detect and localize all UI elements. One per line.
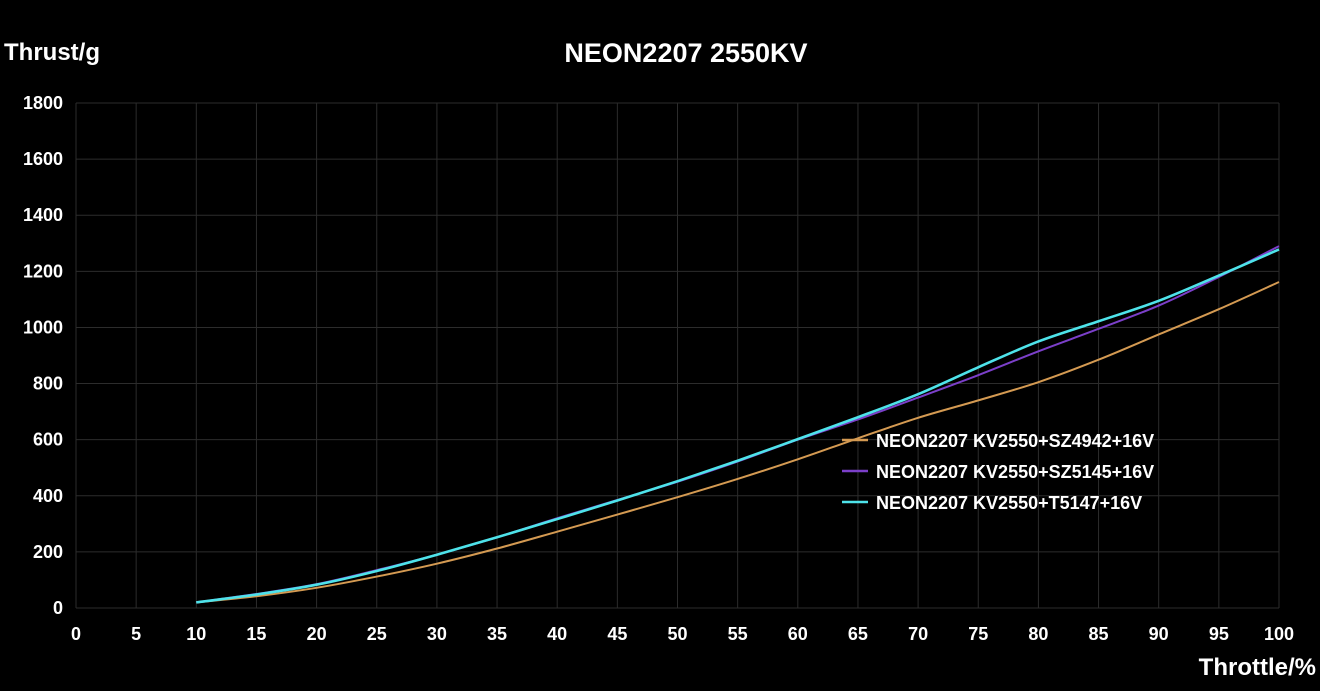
legend-label-3: NEON2207 KV2550+T5147+16V (876, 493, 1142, 513)
y-tick-label: 0 (53, 598, 63, 618)
y-tick-label: 1400 (23, 205, 63, 225)
x-tick-label: 85 (1089, 624, 1109, 644)
x-tick-label: 20 (307, 624, 327, 644)
y-tick-label: 1000 (23, 317, 63, 337)
x-tick-label: 50 (667, 624, 687, 644)
legend: NEON2207 KV2550+SZ4942+16V NEON2207 KV255… (842, 431, 1154, 513)
x-tick-label: 40 (547, 624, 567, 644)
y-tick-label: 1600 (23, 149, 63, 169)
x-tick-label: 75 (968, 624, 988, 644)
y-tick-label: 800 (33, 374, 63, 394)
legend-label-2: NEON2207 KV2550+SZ5145+16V (876, 462, 1154, 482)
y-tick-label: 1200 (23, 261, 63, 281)
x-tick-label: 80 (1028, 624, 1048, 644)
x-tick-label: 55 (728, 624, 748, 644)
series-line-1 (196, 281, 1280, 604)
x-tick-label: 30 (427, 624, 447, 644)
y-tick-label: 400 (33, 486, 63, 506)
x-tick-label: 25 (367, 624, 387, 644)
x-tick-label: 15 (246, 624, 266, 644)
y-tick-label: 200 (33, 542, 63, 562)
y-axis-title: Thrust/g (4, 39, 100, 66)
x-tick-label: 70 (908, 624, 928, 644)
x-axis-ticks: 0 5 10 15 20 25 30 35 40 45 50 55 60 65 70 75 80 85 90 95 10… (71, 624, 1294, 644)
x-tick-label: 10 (186, 624, 206, 644)
x-tick-label: 95 (1209, 624, 1229, 644)
legend-label-1: NEON2207 KV2550+SZ4942+16V (876, 431, 1154, 451)
x-tick-label: 90 (1149, 624, 1169, 644)
x-tick-label: 45 (607, 624, 627, 644)
x-tick-label: 100 (1264, 624, 1294, 644)
chart-title: NEON2207 2550KV (564, 38, 807, 68)
series-lines (196, 245, 1280, 604)
x-tick-label: 0 (71, 624, 81, 644)
y-tick-label: 600 (33, 430, 63, 450)
x-tick-label: 5 (131, 624, 141, 644)
x-axis-title: Throttle/% (1199, 654, 1316, 681)
grid-lines (75, 102, 1280, 609)
y-tick-label: 1800 (23, 93, 63, 113)
x-tick-label: 60 (788, 624, 808, 644)
series-line-3 (196, 248, 1280, 604)
y-axis-ticks: 0 200 400 600 800 1000 1200 1400 1600 1800 (23, 93, 63, 618)
x-tick-label: 65 (848, 624, 868, 644)
x-tick-label: 35 (487, 624, 507, 644)
